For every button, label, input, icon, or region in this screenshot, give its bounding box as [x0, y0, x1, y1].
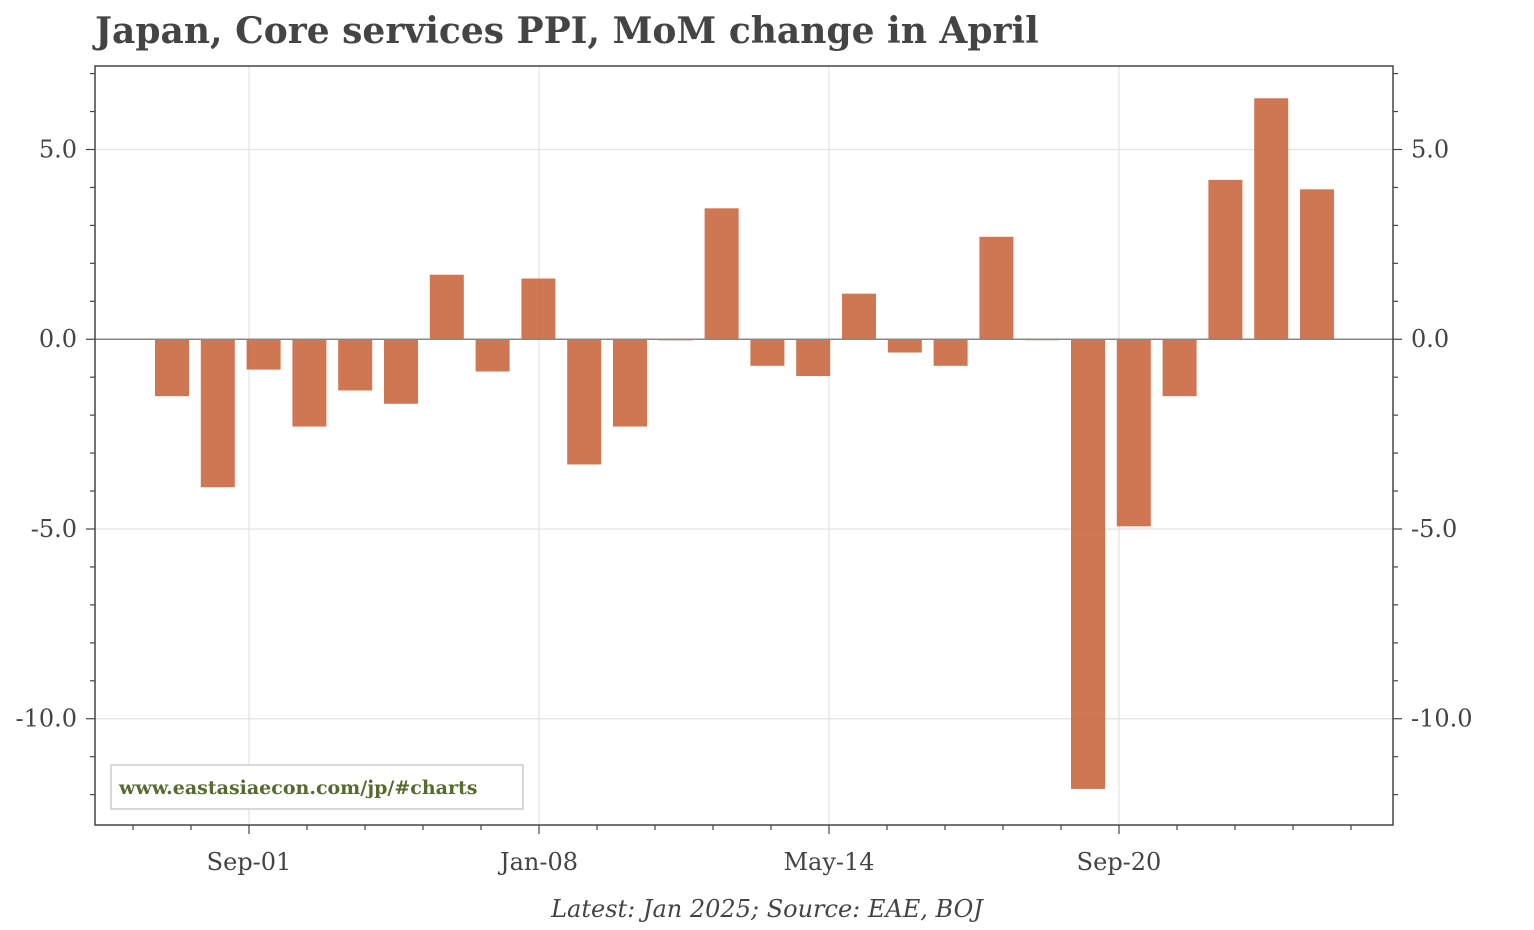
- plot-frame: [94, 65, 1394, 826]
- bar: [704, 208, 739, 340]
- bar: [384, 339, 418, 404]
- watermark-text: www.eastasiaecon.com/jp/#charts: [118, 777, 477, 799]
- x-axis-labels: Sep-01 Jan-08 May-14 Sep-20: [207, 848, 1162, 876]
- bar: [155, 339, 189, 397]
- bar: [200, 339, 235, 488]
- y-tick-label-left: -5.0: [31, 515, 77, 543]
- y-axis-left-labels: 5.0 0.0 -5.0 -10.0: [15, 135, 77, 732]
- x-tick-label: Sep-20: [1077, 848, 1162, 876]
- bar: [1208, 179, 1243, 340]
- bar: [979, 236, 1014, 340]
- bar: [429, 274, 464, 340]
- bar: [338, 339, 373, 391]
- bar: [1071, 339, 1105, 789]
- chart-footer: Latest: Jan 2025; Source: EAE, BOJ: [551, 895, 983, 923]
- ticks: [86, 72, 1402, 834]
- x-tick-label: May-14: [783, 848, 874, 876]
- bar: [842, 293, 876, 340]
- bar: [796, 339, 831, 377]
- bar: [521, 278, 556, 340]
- bar: [246, 339, 281, 370]
- y-tick-label-left: 5.0: [39, 135, 77, 163]
- gridlines: [95, 66, 1393, 825]
- bar: [1116, 339, 1151, 527]
- y-tick-label-right: -10.0: [1411, 705, 1473, 733]
- x-tick-label: Sep-01: [207, 848, 292, 876]
- watermark-box: www.eastasiaecon.com/jp/#charts: [110, 764, 524, 810]
- bar: [1254, 98, 1289, 340]
- bar: [1162, 339, 1197, 397]
- bar: [613, 339, 647, 427]
- bar: [292, 339, 327, 427]
- chart-title: Japan, Core services PPI, MoM change in …: [95, 10, 1039, 52]
- y-tick-label-left: 0.0: [39, 325, 77, 353]
- y-tick-label-right: 0.0: [1411, 325, 1449, 353]
- bar: [887, 339, 922, 353]
- bar: [475, 339, 510, 372]
- y-tick-label-left: -10.0: [15, 705, 77, 733]
- x-tick-label: Jan-08: [497, 848, 578, 876]
- bar: [750, 339, 785, 366]
- bar: [1300, 189, 1334, 340]
- y-axis-right-labels: 5.0 0.0 -5.0 -10.0: [1411, 135, 1473, 732]
- bars: [155, 98, 1334, 789]
- y-tick-label-right: 5.0: [1411, 135, 1449, 163]
- bar: [567, 339, 602, 465]
- y-tick-label-right: -5.0: [1411, 515, 1457, 543]
- bar: [933, 339, 968, 366]
